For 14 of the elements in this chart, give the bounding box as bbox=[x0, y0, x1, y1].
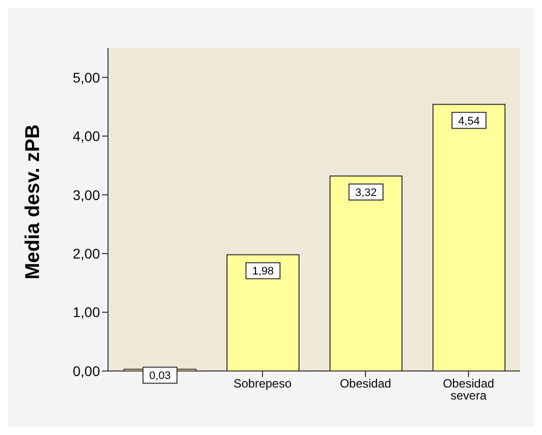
y-axis-title: Media desv. zPB bbox=[22, 124, 44, 280]
y-tick-label: 3,00 bbox=[72, 186, 100, 203]
x-tick-label: Sobrepeso bbox=[233, 376, 292, 391]
y-tick-label: 1,00 bbox=[72, 304, 100, 320]
y-tick-label: 2,00 bbox=[72, 246, 100, 262]
y-tick-label: 4,00 bbox=[72, 128, 100, 144]
data-label: 1,98 bbox=[252, 266, 274, 278]
x-tick-label: Obesidad bbox=[340, 376, 392, 391]
data-label: 4,54 bbox=[458, 115, 480, 128]
y-tick-label: 5,00 bbox=[72, 69, 100, 86]
data-label: 3,32 bbox=[355, 187, 377, 200]
x-tick-label: Obesidad severa bbox=[442, 376, 494, 403]
data-label: 0,03 bbox=[149, 370, 171, 382]
y-tick-label: 0,00 bbox=[72, 362, 100, 379]
